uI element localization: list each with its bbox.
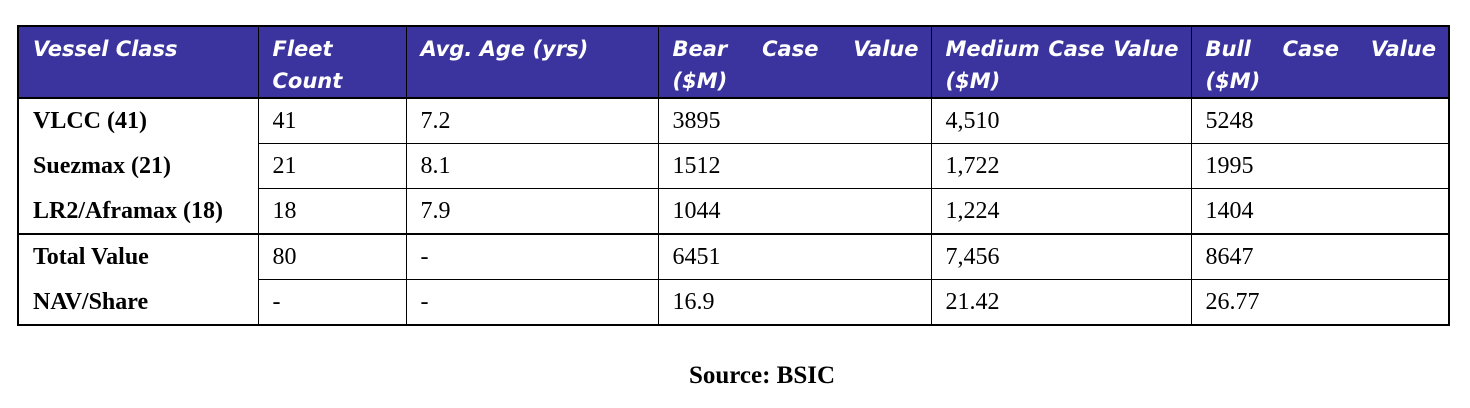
- header-cell: Bull Case Value ($M): [1190, 26, 1449, 99]
- table-cell: 1,722: [930, 143, 1191, 189]
- table-cell: 1,224: [930, 188, 1191, 234]
- table-cell: 18: [257, 188, 406, 234]
- table-cell: 26.77: [1190, 279, 1449, 325]
- table-row: LR2/Aframax (18) 18 7.9 1044 1,224 1404: [18, 188, 1449, 234]
- table-cell: 1404: [1190, 188, 1449, 234]
- table-cell: 7.9: [405, 188, 658, 234]
- row-label: LR2/Aframax (18): [33, 197, 223, 224]
- row-label: Suezmax (21): [33, 152, 171, 179]
- header-cell: Medium Case Value ($M): [930, 26, 1191, 99]
- row-label: Total Value: [18, 233, 258, 280]
- table-cell: 7,456: [930, 233, 1191, 280]
- source-caption: Source: BSIC: [688, 362, 836, 389]
- header-cell: Avg. Age (yrs): [405, 26, 658, 99]
- table-cell: 1995: [1190, 143, 1449, 189]
- table-cell: 80: [257, 233, 406, 280]
- row-label: NAV/Share: [33, 288, 149, 315]
- table-cell: 41: [257, 97, 406, 144]
- table-row: NAV/Share - -16.9 21.42 26.77: [18, 279, 1449, 325]
- table-cell: -: [405, 279, 658, 325]
- table-cell: 21: [257, 143, 406, 189]
- table-cell: 7.2: [405, 97, 658, 144]
- header-cell: Vessel Class: [18, 26, 258, 99]
- header-row: Vessel Class Fleet Count Avg. Age (yrs) Bea…: [18, 26, 1449, 99]
- table-cell: 21.42: [930, 279, 1191, 325]
- table-cell: 4,510: [930, 97, 1191, 144]
- table-cell: 8.1: [405, 143, 658, 189]
- row-label: VLCC (41): [33, 108, 147, 134]
- header-cell: Bear Case Value ($M): [657, 26, 931, 99]
- table-cell: 6451: [657, 233, 931, 280]
- header-cell: Fleet Count: [257, 26, 406, 99]
- table-cell: 3895: [657, 97, 931, 144]
- table-cell: -: [257, 279, 406, 325]
- table-cell: 5248: [1190, 97, 1449, 144]
- table-row: Suezmax (21) 21 8.1 1512 1,722 1995: [18, 143, 1449, 189]
- table-cell: 1512: [657, 143, 931, 189]
- table-row: Total Value 80-6451 7,456 8647: [18, 233, 1449, 280]
- table-cell: 8647: [1190, 233, 1449, 280]
- table-cell: 1044: [657, 188, 931, 234]
- table-cell: -: [405, 233, 658, 280]
- valuation-table: Vessel Class Fleet Count Avg. Age (yrs) Bea…: [17, 25, 1450, 326]
- table-cell: 16.9: [657, 279, 931, 325]
- table-row: VLCC (41) 41 7.2 3895 4,510 5248: [18, 97, 1449, 144]
